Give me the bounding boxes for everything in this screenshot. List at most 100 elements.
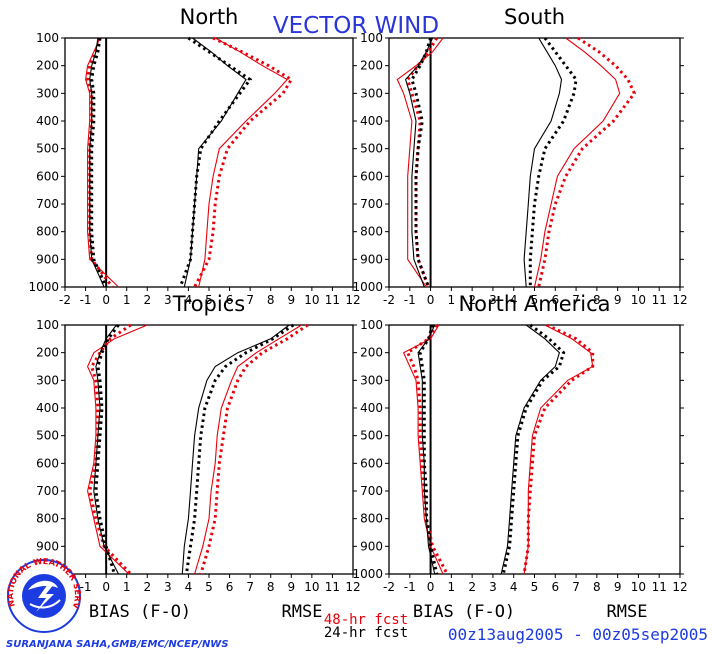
x-tick-label: 9: [287, 580, 295, 594]
series-line-bias-m2-24hr: [90, 37, 108, 288]
x-tick-label: 7: [572, 580, 580, 594]
wave-icon: [29, 599, 61, 609]
y-tick-label: 900: [360, 252, 383, 266]
series-line-bias-m1-24hr: [89, 37, 105, 288]
y-tick-label: 100: [36, 318, 59, 332]
y-tick-label: 800: [36, 225, 59, 239]
y-tick-label: 900: [36, 252, 59, 266]
y-tick-label: 1000: [28, 280, 59, 294]
series-line-bias-m2-24hr: [410, 37, 433, 288]
y-tick-label: 300: [36, 373, 59, 387]
x-tick-label: 9: [614, 580, 622, 594]
lightning-bolt-icon: [36, 584, 54, 612]
x-tick-label: -2: [59, 293, 71, 307]
series-line-bias-m1-48hr: [85, 37, 119, 288]
plot-frame: [64, 324, 354, 575]
nws-logo: NATIONAL WEATHER SERVICE: [5, 556, 83, 633]
x-tick-label: 0: [102, 580, 110, 594]
y-tick-label: 1000: [352, 280, 383, 294]
y-tick-label: 900: [360, 539, 383, 553]
x-tick-label: -2: [383, 293, 395, 307]
y-tick-label: 700: [36, 484, 59, 498]
x-tick-label: 12: [672, 580, 687, 594]
x-tick-label: 11: [652, 580, 667, 594]
series-line-bias-m2-24hr: [94, 324, 120, 575]
y-tick-label: 500: [36, 429, 59, 443]
x-tick-label: -1: [80, 580, 92, 594]
x-tick-label: 7: [246, 580, 254, 594]
x-tick-label: 1: [123, 580, 131, 594]
y-tick-label: 600: [36, 169, 59, 183]
x-tick-label: 4: [510, 293, 518, 307]
plot-frame: [388, 37, 681, 288]
x-tick-label: -1: [404, 293, 416, 307]
series-line-bias-m1-24hr: [93, 324, 119, 575]
x-tick-label: 11: [652, 293, 667, 307]
x-tick-label: 8: [267, 293, 275, 307]
y-tick-label: 400: [360, 401, 383, 415]
x-tick-label: 4: [185, 293, 193, 307]
y-tick-label: 800: [360, 225, 383, 239]
series-line-rmse-m1-24hr: [500, 324, 561, 575]
panel-tropics: 1002003004005006007008009001000-2-101234…: [28, 292, 360, 594]
x-tick-label: 5: [205, 293, 213, 307]
series-line-rmse-m1-48hr: [194, 324, 302, 575]
y-tick-label: 900: [36, 539, 59, 553]
x-tick-label: 5: [531, 580, 539, 594]
y-tick-label: 800: [36, 512, 59, 526]
y-tick-label: 600: [360, 169, 383, 183]
rmse-label-right: RMSE: [607, 602, 648, 622]
series-line-rmse-m1-24hr: [181, 324, 290, 575]
x-tick-label: 3: [489, 580, 497, 594]
rmse-label-left: RMSE: [282, 602, 323, 622]
date-range: 00z13aug2005 - 00z05sep2005: [448, 625, 708, 644]
y-tick-label: 200: [36, 59, 59, 73]
x-tick-label: 3: [489, 293, 497, 307]
x-tick-label: 12: [672, 293, 687, 307]
x-tick-label: -1: [404, 580, 416, 594]
x-tick-label: 8: [593, 580, 601, 594]
x-tick-label: -2: [383, 580, 395, 594]
plot-frame: [64, 37, 354, 288]
panel-title: Tropics: [172, 292, 245, 316]
x-tick-label: 11: [325, 580, 340, 594]
x-tick-label: 10: [631, 293, 646, 307]
panel-title: South: [504, 5, 565, 29]
series-line-rmse-m1-48hr: [533, 37, 621, 288]
x-tick-label: 6: [551, 293, 559, 307]
x-tick-label: 10: [631, 580, 646, 594]
series-line-rmse-m1-24hr: [523, 37, 563, 288]
y-tick-label: 500: [36, 142, 59, 156]
series-line-rmse-m1-48hr: [523, 324, 594, 575]
series-line-rmse-m1-48hr: [198, 37, 289, 288]
x-tick-label: -1: [80, 293, 92, 307]
y-tick-label: 200: [360, 346, 383, 360]
x-tick-label: 9: [287, 293, 295, 307]
panel-title: North America: [458, 292, 610, 316]
x-tick-label: 4: [185, 580, 193, 594]
series-line-rmse-m2-24hr: [178, 36, 253, 288]
y-tick-label: 300: [36, 86, 59, 100]
series-line-bias-m2-48hr: [405, 324, 449, 575]
x-tick-label: 10: [304, 580, 319, 594]
y-tick-label: 200: [36, 346, 59, 360]
x-tick-label: 3: [164, 293, 172, 307]
y-tick-label: 300: [360, 86, 383, 100]
series-line-bias-m1-48hr: [86, 324, 148, 575]
series-line-rmse-m2-48hr: [537, 36, 637, 288]
y-tick-label: 800: [360, 512, 383, 526]
series-line-bias-m1-48hr: [402, 324, 444, 575]
x-tick-label: 12: [345, 580, 360, 594]
x-tick-label: 1: [123, 293, 131, 307]
x-tick-label: 3: [164, 580, 172, 594]
y-tick-label: 500: [360, 429, 383, 443]
credit-text: SURANJANA SAHA,GMB/EMC/NCEP/NWS: [6, 639, 229, 650]
x-tick-label: 5: [205, 580, 213, 594]
x-tick-label: 4: [510, 580, 518, 594]
